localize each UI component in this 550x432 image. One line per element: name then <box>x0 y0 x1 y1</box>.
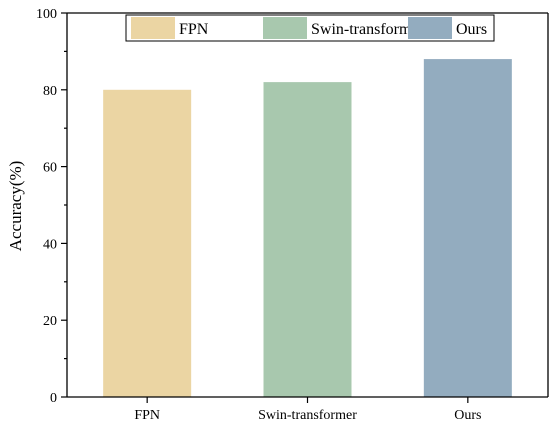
y-tick-label: 0 <box>50 391 57 406</box>
y-ticks: 0 20 40 60 80 100 <box>36 7 67 406</box>
y-tick-label: 40 <box>43 237 57 252</box>
bar-ours <box>423 59 512 398</box>
y-axis-title: Accuracy(%) <box>6 161 25 252</box>
legend-swatch-ours <box>408 17 452 39</box>
y-tick-label: 20 <box>43 314 57 329</box>
legend-swatch-swin-transformer <box>263 17 307 39</box>
legend-label-swin-transformer: Swin-transformer <box>311 21 425 38</box>
x-ticks: FPN Swin-transformer Ours <box>134 397 481 423</box>
y-tick-label: 100 <box>36 7 57 22</box>
bar-swin-transformer <box>263 82 352 398</box>
x-tick-label: Ours <box>454 408 481 423</box>
legend-swatch-fpn <box>131 17 175 39</box>
bars-layer <box>103 59 512 398</box>
x-tick-label: FPN <box>134 408 160 423</box>
legend: FPN Swin-transformer Ours <box>125 14 495 42</box>
y-tick-label: 80 <box>43 84 57 99</box>
bar-fpn <box>103 89 192 398</box>
legend-label-fpn: FPN <box>179 21 209 38</box>
x-tick-label: Swin-transformer <box>258 408 357 423</box>
y-tick-label: 60 <box>43 161 57 176</box>
legend-label-ours: Ours <box>456 21 487 38</box>
